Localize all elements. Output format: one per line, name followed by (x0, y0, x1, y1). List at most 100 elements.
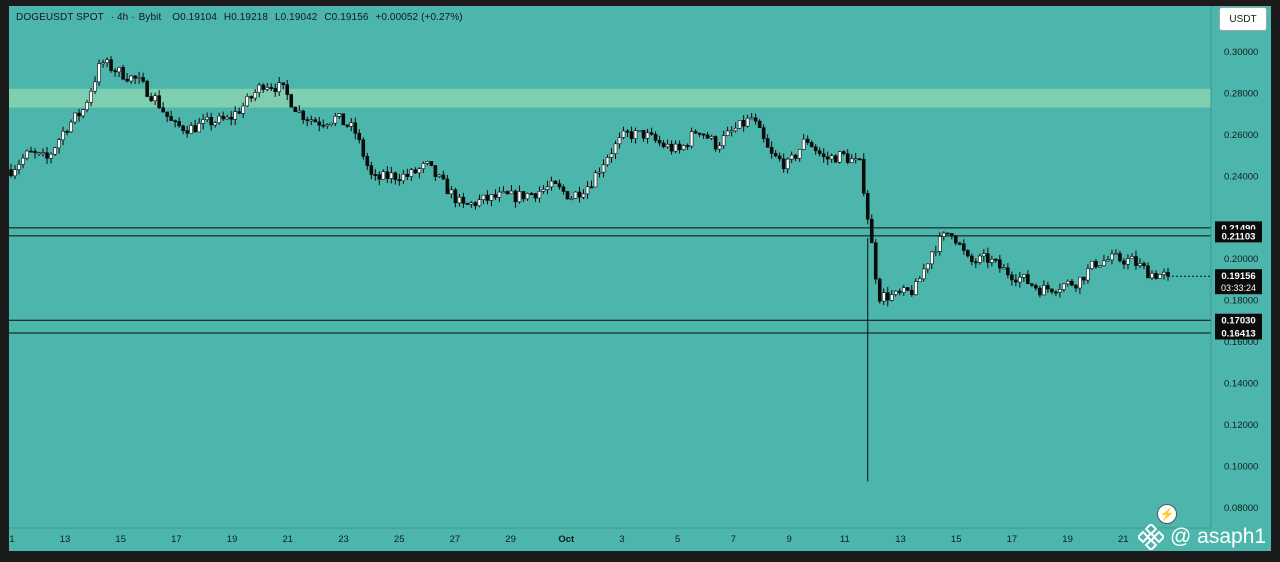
candle-body (569, 198, 574, 200)
high-value: H0.19218 (223, 12, 269, 23)
candle-body (1034, 285, 1038, 289)
candle-body (453, 189, 458, 204)
current-price-label: 0.19156 (1221, 271, 1255, 282)
candle-body (265, 87, 270, 90)
candle-body (1158, 274, 1162, 279)
candle-body (413, 169, 418, 174)
candle-body (525, 193, 530, 200)
candle-body (317, 121, 322, 126)
watermark: @ asaph1 (1138, 522, 1266, 552)
candle-body (261, 84, 266, 90)
candle-body (1058, 289, 1062, 293)
candle-body (913, 281, 918, 296)
x-tick-label: 29 (505, 534, 516, 545)
candle-body (966, 250, 970, 257)
candle-body (65, 130, 69, 133)
candle-body (717, 145, 722, 150)
candle-body (661, 142, 666, 148)
candle-body (1078, 276, 1082, 289)
candle-body (293, 106, 298, 113)
y-tick-label: 0.16000 (1224, 337, 1258, 348)
candle-body (577, 191, 582, 198)
candle-body (481, 194, 486, 200)
candle-body (77, 112, 81, 117)
candle-body (994, 258, 998, 261)
candle-body (73, 112, 77, 123)
candle-body (1106, 259, 1110, 262)
candle-body (241, 105, 246, 114)
candle-body (505, 191, 510, 195)
candle-body (289, 94, 294, 108)
candle-body (581, 193, 586, 198)
candle-body (273, 88, 278, 93)
candle-body (921, 268, 926, 280)
candle-body (970, 255, 974, 262)
candle-body (1122, 260, 1126, 265)
candle-body (513, 190, 518, 203)
candle-body (946, 232, 950, 235)
candle-body (69, 121, 73, 133)
level-price-label-bg (1215, 229, 1262, 243)
lightning-icon[interactable]: ⚡ (1157, 504, 1177, 524)
candle-body (157, 95, 161, 108)
candle-body (978, 255, 982, 263)
interval-label[interactable]: · 4h · (110, 12, 135, 23)
candle-body (825, 156, 830, 160)
candle-body (1042, 285, 1046, 296)
x-tick-label: Oct (558, 534, 575, 545)
candle-body (33, 150, 37, 154)
candle-body (1010, 274, 1014, 281)
current-price-label-bg (1215, 269, 1262, 295)
candle-body (789, 154, 794, 160)
candle-body (97, 63, 101, 83)
x-tick-label: 17 (1007, 534, 1018, 545)
candle-body (53, 147, 57, 155)
x-tick-label: 21 (1118, 534, 1129, 545)
candle-body (849, 158, 854, 163)
candle-body (805, 138, 810, 143)
candle-body (653, 134, 658, 141)
candle-body (25, 150, 29, 159)
x-tick-label: 13 (60, 534, 71, 545)
y-tick-label: 0.30000 (1224, 47, 1258, 58)
candle-body (229, 116, 233, 120)
candle-body (205, 116, 209, 120)
candle-body (669, 143, 674, 152)
candle-body (601, 164, 606, 173)
candle-body (1006, 267, 1010, 276)
x-tick-label: 15 (115, 534, 126, 545)
candle-body (681, 145, 686, 150)
candle-body (645, 132, 650, 139)
currency-button[interactable]: USDT (1219, 7, 1267, 31)
candle-body (845, 153, 850, 163)
candle-body (938, 236, 942, 252)
candle-body (725, 130, 730, 136)
candle-body (1086, 268, 1090, 281)
candle-body (889, 294, 894, 301)
y-tick-label: 0.26000 (1224, 130, 1258, 141)
candle-body (209, 116, 213, 126)
candle-body (169, 116, 173, 121)
candle-body (1118, 253, 1122, 262)
candle-body (885, 292, 890, 301)
candle-body (277, 82, 282, 93)
candle-body (477, 199, 482, 207)
candle-body (217, 115, 221, 123)
candle-body (341, 113, 346, 126)
symbol-name[interactable]: DOGEUSDT SPOT (16, 12, 104, 23)
candle-body (769, 147, 774, 154)
change-value: +0.00052 (+0.27%) (375, 12, 463, 23)
candle-body (537, 191, 542, 199)
candle-body (673, 143, 678, 152)
candle-body (573, 191, 578, 199)
candle-body (1150, 273, 1154, 279)
candle-body (57, 139, 61, 149)
x-tick-label: 17 (171, 534, 182, 545)
candle-body (1054, 291, 1058, 294)
candle-body (1022, 274, 1026, 278)
candle-body (617, 137, 622, 145)
candle-body (517, 191, 522, 203)
candle-body (637, 130, 642, 132)
candle-body (1146, 265, 1150, 279)
